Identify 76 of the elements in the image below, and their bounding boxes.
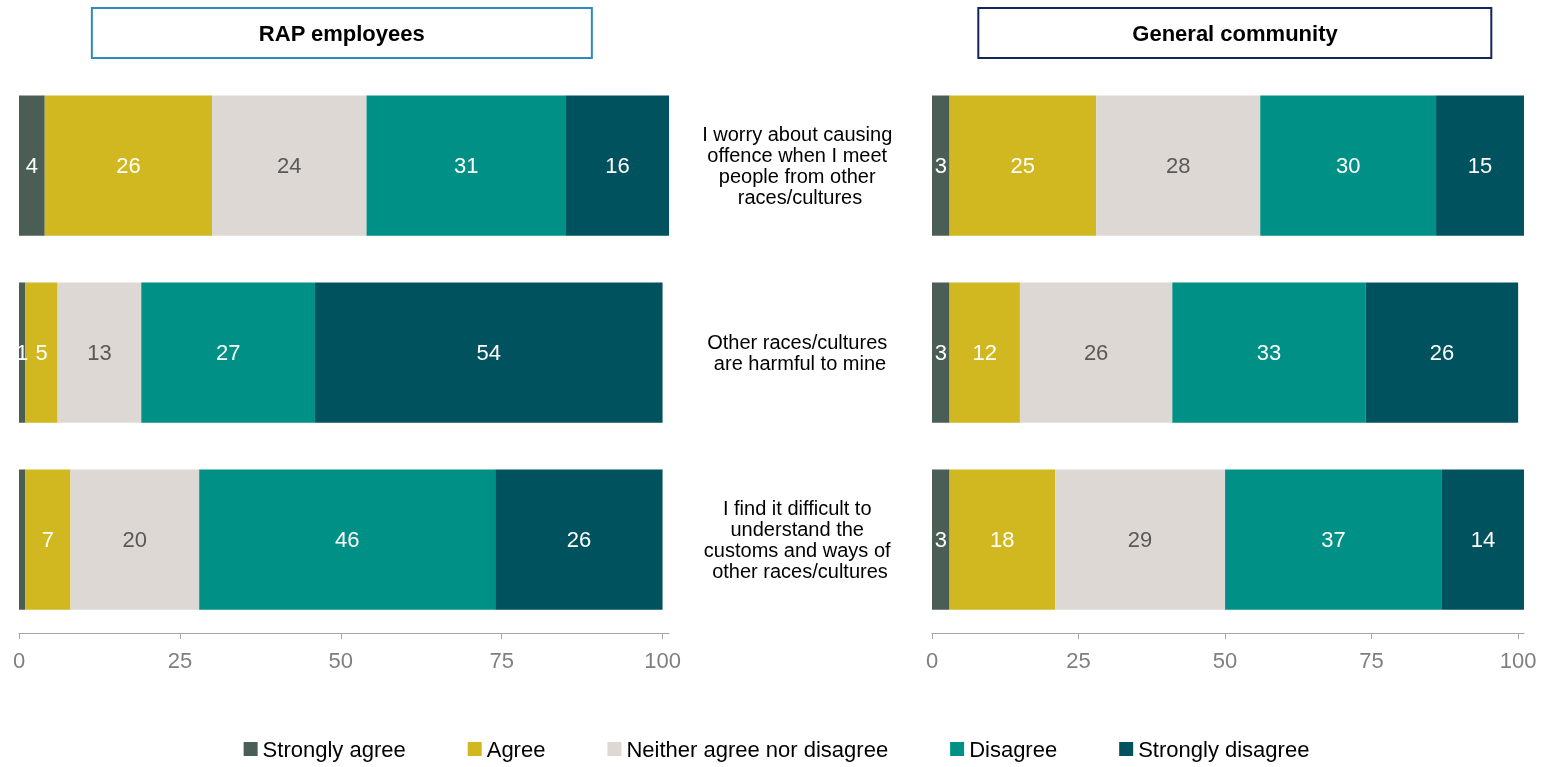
bar bbox=[141, 282, 316, 423]
data-label: 26 bbox=[1083, 340, 1109, 365]
bar bbox=[1365, 282, 1519, 423]
data-label: 24 bbox=[277, 153, 302, 178]
bar bbox=[1260, 95, 1437, 236]
legend-label: Neither agree nor disagree bbox=[626, 736, 889, 762]
data-label: 30 bbox=[1335, 153, 1361, 178]
y-tick-label: I worry about causing offence when I meet people from other races/cultures bbox=[702, 123, 898, 208]
x-tick-label: 75 bbox=[1359, 647, 1384, 673]
legend-label: Agree bbox=[486, 736, 546, 762]
bar bbox=[70, 469, 200, 610]
chart-title: General community bbox=[1132, 20, 1339, 46]
bar bbox=[19, 469, 26, 610]
y-tick-label: Other races/cultures are harmful to mine bbox=[707, 331, 893, 374]
bar bbox=[366, 95, 567, 236]
data-label: 26 bbox=[566, 527, 592, 552]
x-tick-label: 0 bbox=[12, 647, 26, 673]
bar bbox=[949, 95, 1097, 236]
x-tick-label: 50 bbox=[328, 647, 354, 673]
x-tick-label: 0 bbox=[925, 647, 939, 673]
bar bbox=[1055, 469, 1226, 610]
data-label: 54 bbox=[476, 340, 502, 365]
bar bbox=[1441, 469, 1524, 610]
data-label: 18 bbox=[990, 527, 1015, 552]
x-tick-label: 100 bbox=[1499, 647, 1537, 673]
bar bbox=[1436, 95, 1524, 236]
bar bbox=[199, 469, 496, 610]
x-tick-label: 50 bbox=[1212, 647, 1238, 673]
bar bbox=[1225, 469, 1442, 610]
bar bbox=[1172, 282, 1366, 423]
data-label: 20 bbox=[122, 527, 148, 552]
data-label: 7 bbox=[41, 527, 55, 552]
x-tick-label: 25 bbox=[1066, 647, 1091, 673]
bar bbox=[932, 282, 950, 423]
bar bbox=[932, 469, 950, 610]
data-label: 5 bbox=[35, 340, 48, 365]
data-label: 13 bbox=[87, 340, 112, 365]
bar bbox=[932, 95, 950, 236]
data-label: 16 bbox=[605, 153, 630, 178]
data-label: 46 bbox=[334, 527, 360, 552]
data-label: 26 bbox=[116, 153, 141, 178]
x-tick-label: 100 bbox=[644, 647, 681, 673]
bar bbox=[566, 95, 669, 236]
data-label: 29 bbox=[1127, 527, 1153, 552]
bar bbox=[315, 282, 663, 423]
data-label: 15 bbox=[1467, 153, 1493, 178]
data-label: 25 bbox=[1010, 153, 1036, 178]
data-label: 3 bbox=[934, 527, 947, 552]
bar bbox=[25, 469, 71, 610]
legend-label: Strongly agree bbox=[262, 736, 406, 762]
bar bbox=[949, 469, 1056, 610]
bar bbox=[1019, 282, 1173, 423]
bar bbox=[19, 95, 45, 236]
data-label: 33 bbox=[1256, 340, 1282, 365]
data-label: 37 bbox=[1321, 527, 1346, 552]
bar bbox=[44, 95, 213, 236]
data-label: 3 bbox=[934, 340, 947, 365]
bar bbox=[57, 282, 142, 423]
data-label: 28 bbox=[1165, 153, 1191, 178]
data-label: 3 bbox=[934, 153, 947, 178]
data-label: 31 bbox=[454, 153, 479, 178]
data-label: 14 bbox=[1470, 527, 1496, 552]
chart-title: RAP employees bbox=[258, 20, 425, 46]
x-tick-label: 75 bbox=[489, 647, 514, 673]
x-tick-label: 25 bbox=[167, 647, 193, 673]
data-label: 12 bbox=[972, 340, 997, 365]
bar bbox=[949, 282, 1020, 423]
bar bbox=[212, 95, 367, 236]
data-label: 4 bbox=[25, 153, 38, 178]
bar bbox=[495, 469, 663, 610]
legend-label: Disagree bbox=[969, 736, 1058, 762]
data-label: 26 bbox=[1429, 340, 1455, 365]
bar bbox=[1096, 95, 1261, 236]
data-label: 27 bbox=[215, 340, 241, 365]
legend-label: Strongly disagree bbox=[1138, 736, 1310, 762]
y-tick-label: I find it difficult to understand the customs and ways of other races/cultures bbox=[703, 497, 897, 582]
